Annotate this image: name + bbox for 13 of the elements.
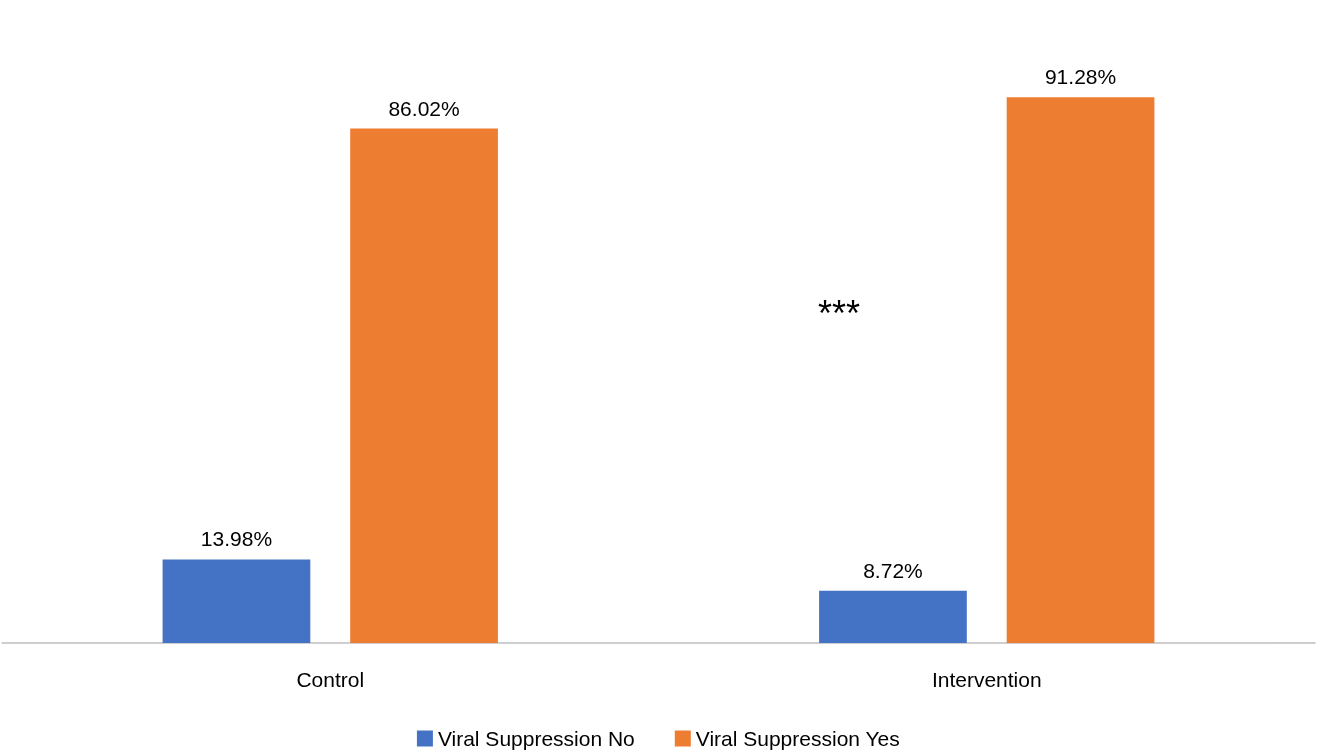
legend-label: Viral Suppression No (437, 727, 635, 750)
legend-label: Viral Suppression Yes (695, 727, 900, 750)
x-tick-label: Intervention (931, 668, 1042, 691)
data-label: 86.02% (388, 96, 460, 120)
x-tick-label: Control (296, 668, 365, 691)
bar (1006, 97, 1155, 643)
data-label: 91.28% (1044, 65, 1117, 89)
annotation: *** (818, 292, 861, 334)
bar (350, 128, 498, 643)
data-label: 8.72% (863, 558, 923, 582)
bar (819, 590, 967, 643)
bar (162, 559, 311, 643)
data-label: 13.98% (200, 527, 273, 551)
